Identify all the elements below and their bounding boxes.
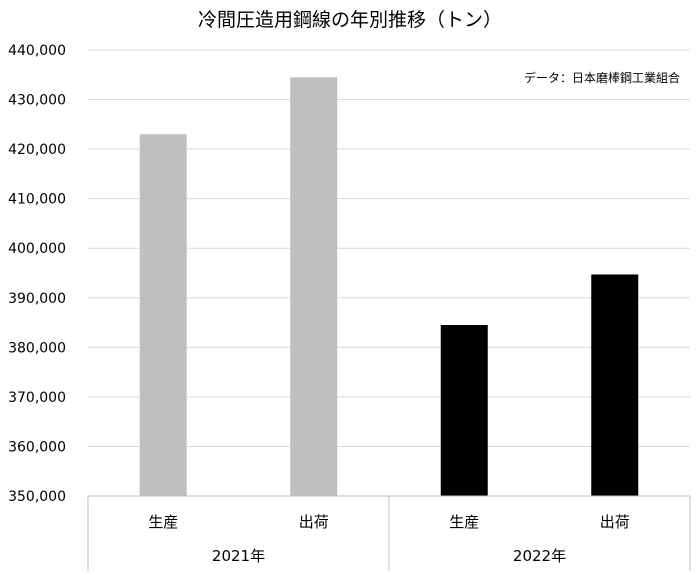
y-tick-label: 420,000 [8, 142, 66, 158]
x-axis: 生産 出荷 2021年 生産 出荷 2022年 [87, 495, 691, 571]
y-tick-label: 440,000 [8, 43, 66, 59]
gridlines [88, 49, 690, 447]
y-axis: 350,000 360,000 370,000 380,000 390,000 400,0… [8, 43, 66, 505]
y-tick-label: 360,000 [8, 439, 66, 455]
y-tick-label: 370,000 [8, 390, 66, 406]
bars [139, 77, 639, 496]
y-tick-label: 400,000 [8, 241, 66, 257]
x-group-label: 2021年 [212, 547, 265, 565]
y-tick-label: 350,000 [8, 489, 66, 505]
bar [440, 325, 488, 496]
chart-title: 冷間圧造用鋼線の年別推移（トン） [198, 9, 502, 31]
bar [139, 134, 187, 496]
y-tick-label: 430,000 [8, 93, 66, 109]
source-annotation: データ：日本磨棒鋼工業組合 [524, 70, 680, 85]
x-category-label: 出荷 [600, 513, 630, 531]
x-group-label: 2022年 [513, 547, 566, 565]
y-tick-label: 390,000 [8, 291, 66, 307]
y-tick-label: 410,000 [8, 192, 66, 208]
bar [290, 77, 338, 496]
x-category-label: 生産 [148, 513, 178, 531]
x-category-label: 出荷 [299, 513, 329, 531]
x-category-label: 生産 [449, 513, 479, 531]
bar [591, 274, 639, 496]
y-tick-label: 380,000 [8, 340, 66, 356]
